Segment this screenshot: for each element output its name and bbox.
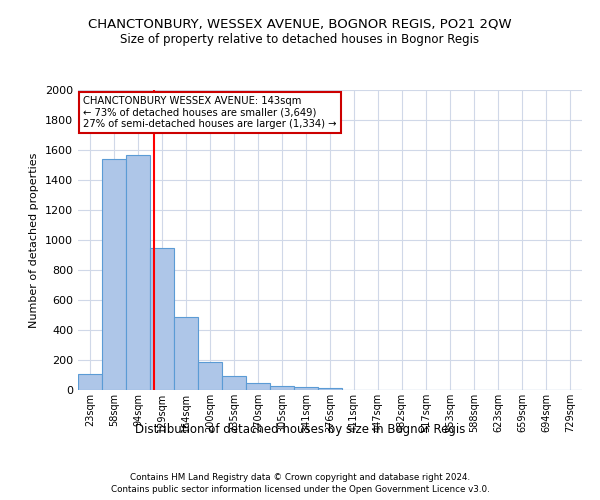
Bar bbox=[174, 316, 198, 390]
Bar bbox=[198, 362, 222, 390]
Bar bbox=[150, 248, 174, 390]
Bar bbox=[102, 159, 126, 390]
Y-axis label: Number of detached properties: Number of detached properties bbox=[29, 152, 40, 328]
Bar bbox=[294, 387, 318, 390]
Bar bbox=[78, 374, 102, 390]
Bar bbox=[270, 386, 294, 390]
Text: CHANCTONBURY WESSEX AVENUE: 143sqm
← 73% of detached houses are smaller (3,649)
: CHANCTONBURY WESSEX AVENUE: 143sqm ← 73%… bbox=[83, 96, 337, 129]
Bar bbox=[246, 383, 270, 390]
Text: Contains public sector information licensed under the Open Government Licence v3: Contains public sector information licen… bbox=[110, 485, 490, 494]
Bar bbox=[222, 376, 246, 390]
Bar bbox=[318, 388, 342, 390]
Text: Contains HM Land Registry data © Crown copyright and database right 2024.: Contains HM Land Registry data © Crown c… bbox=[130, 472, 470, 482]
Bar bbox=[126, 154, 150, 390]
Text: Distribution of detached houses by size in Bognor Regis: Distribution of detached houses by size … bbox=[135, 422, 465, 436]
Text: Size of property relative to detached houses in Bognor Regis: Size of property relative to detached ho… bbox=[121, 32, 479, 46]
Text: CHANCTONBURY, WESSEX AVENUE, BOGNOR REGIS, PO21 2QW: CHANCTONBURY, WESSEX AVENUE, BOGNOR REGI… bbox=[88, 18, 512, 30]
